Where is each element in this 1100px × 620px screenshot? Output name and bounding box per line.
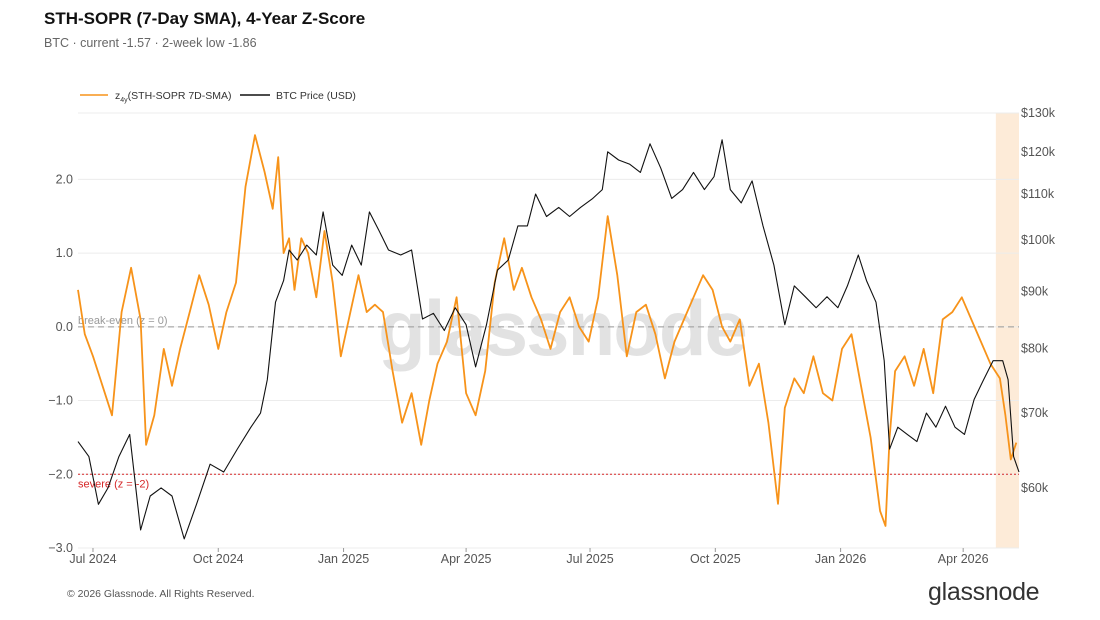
y-right-tick-label: $60k — [1021, 481, 1049, 495]
brand-logo: glassnode — [928, 578, 1040, 606]
reference-lines: break-even (z = 0) severe (z = -2) — [78, 315, 1019, 490]
x-tick-label: Jan 2025 — [318, 552, 369, 566]
y-left-tick-label: 2.0 — [56, 172, 73, 186]
highlight-band — [995, 113, 1019, 548]
series-lines — [77, 134, 1020, 540]
series-zscore-line — [77, 134, 1018, 527]
y-right-tick-label: $110k — [1021, 187, 1055, 201]
reference-line-label: break-even (z = 0) — [78, 315, 168, 327]
page-title: STH-SOPR (7-Day SMA), 4-Year Z-Score — [44, 9, 366, 28]
x-tick-label: Oct 2025 — [690, 552, 741, 566]
series-price-line — [77, 139, 1020, 540]
y-left-tick-label: −1.0 — [48, 394, 73, 408]
watermark: glassnode — [378, 284, 746, 372]
x-axis: Jul 2024 Oct 2024 Jan 2025 Apr 2025 Jul 2025… — [69, 548, 989, 566]
y-right-tick-label: $130k — [1021, 106, 1056, 120]
legend: z4y(STH-SOPR 7D-SMA) BTC Price (USD) — [80, 90, 356, 104]
y-left-tick-label: 0.0 — [56, 320, 73, 334]
x-tick-label: Jan 2026 — [815, 552, 866, 566]
legend-label-price: BTC Price (USD) — [276, 90, 356, 102]
x-tick-label: Apr 2025 — [441, 552, 492, 566]
y-axis-right: $130k $120k $110k $100k $90k $80k $70k $60k — [1021, 106, 1056, 495]
y-right-tick-label: $80k — [1021, 341, 1049, 355]
y-right-tick-label: $120k — [1021, 145, 1056, 159]
y-left-tick-label: −3.0 — [48, 541, 73, 555]
y-right-tick-label: $70k — [1021, 406, 1049, 420]
footer-copyright: © 2026 Glassnode. All Rights Reserved. — [67, 588, 255, 600]
y-left-tick-label: 1.0 — [56, 246, 73, 260]
x-tick-label: Jul 2024 — [69, 552, 116, 566]
x-tick-label: Apr 2026 — [938, 552, 989, 566]
y-right-tick-label: $90k — [1021, 284, 1049, 298]
y-right-tick-label: $100k — [1021, 233, 1056, 247]
x-tick-label: Oct 2024 — [193, 552, 244, 566]
reference-line-label: severe (z = -2) — [78, 478, 149, 490]
y-left-tick-label: −2.0 — [48, 467, 73, 481]
page-subtitle: BTC · current -1.57 · 2-week low -1.86 — [44, 36, 257, 50]
x-tick-label: Jul 2025 — [566, 552, 613, 566]
y-axis-left: 2.0 1.0 0.0 −1.0 −2.0 −3.0 — [48, 172, 73, 555]
legend-label-zscore: z4y(STH-SOPR 7D-SMA) — [115, 90, 232, 104]
